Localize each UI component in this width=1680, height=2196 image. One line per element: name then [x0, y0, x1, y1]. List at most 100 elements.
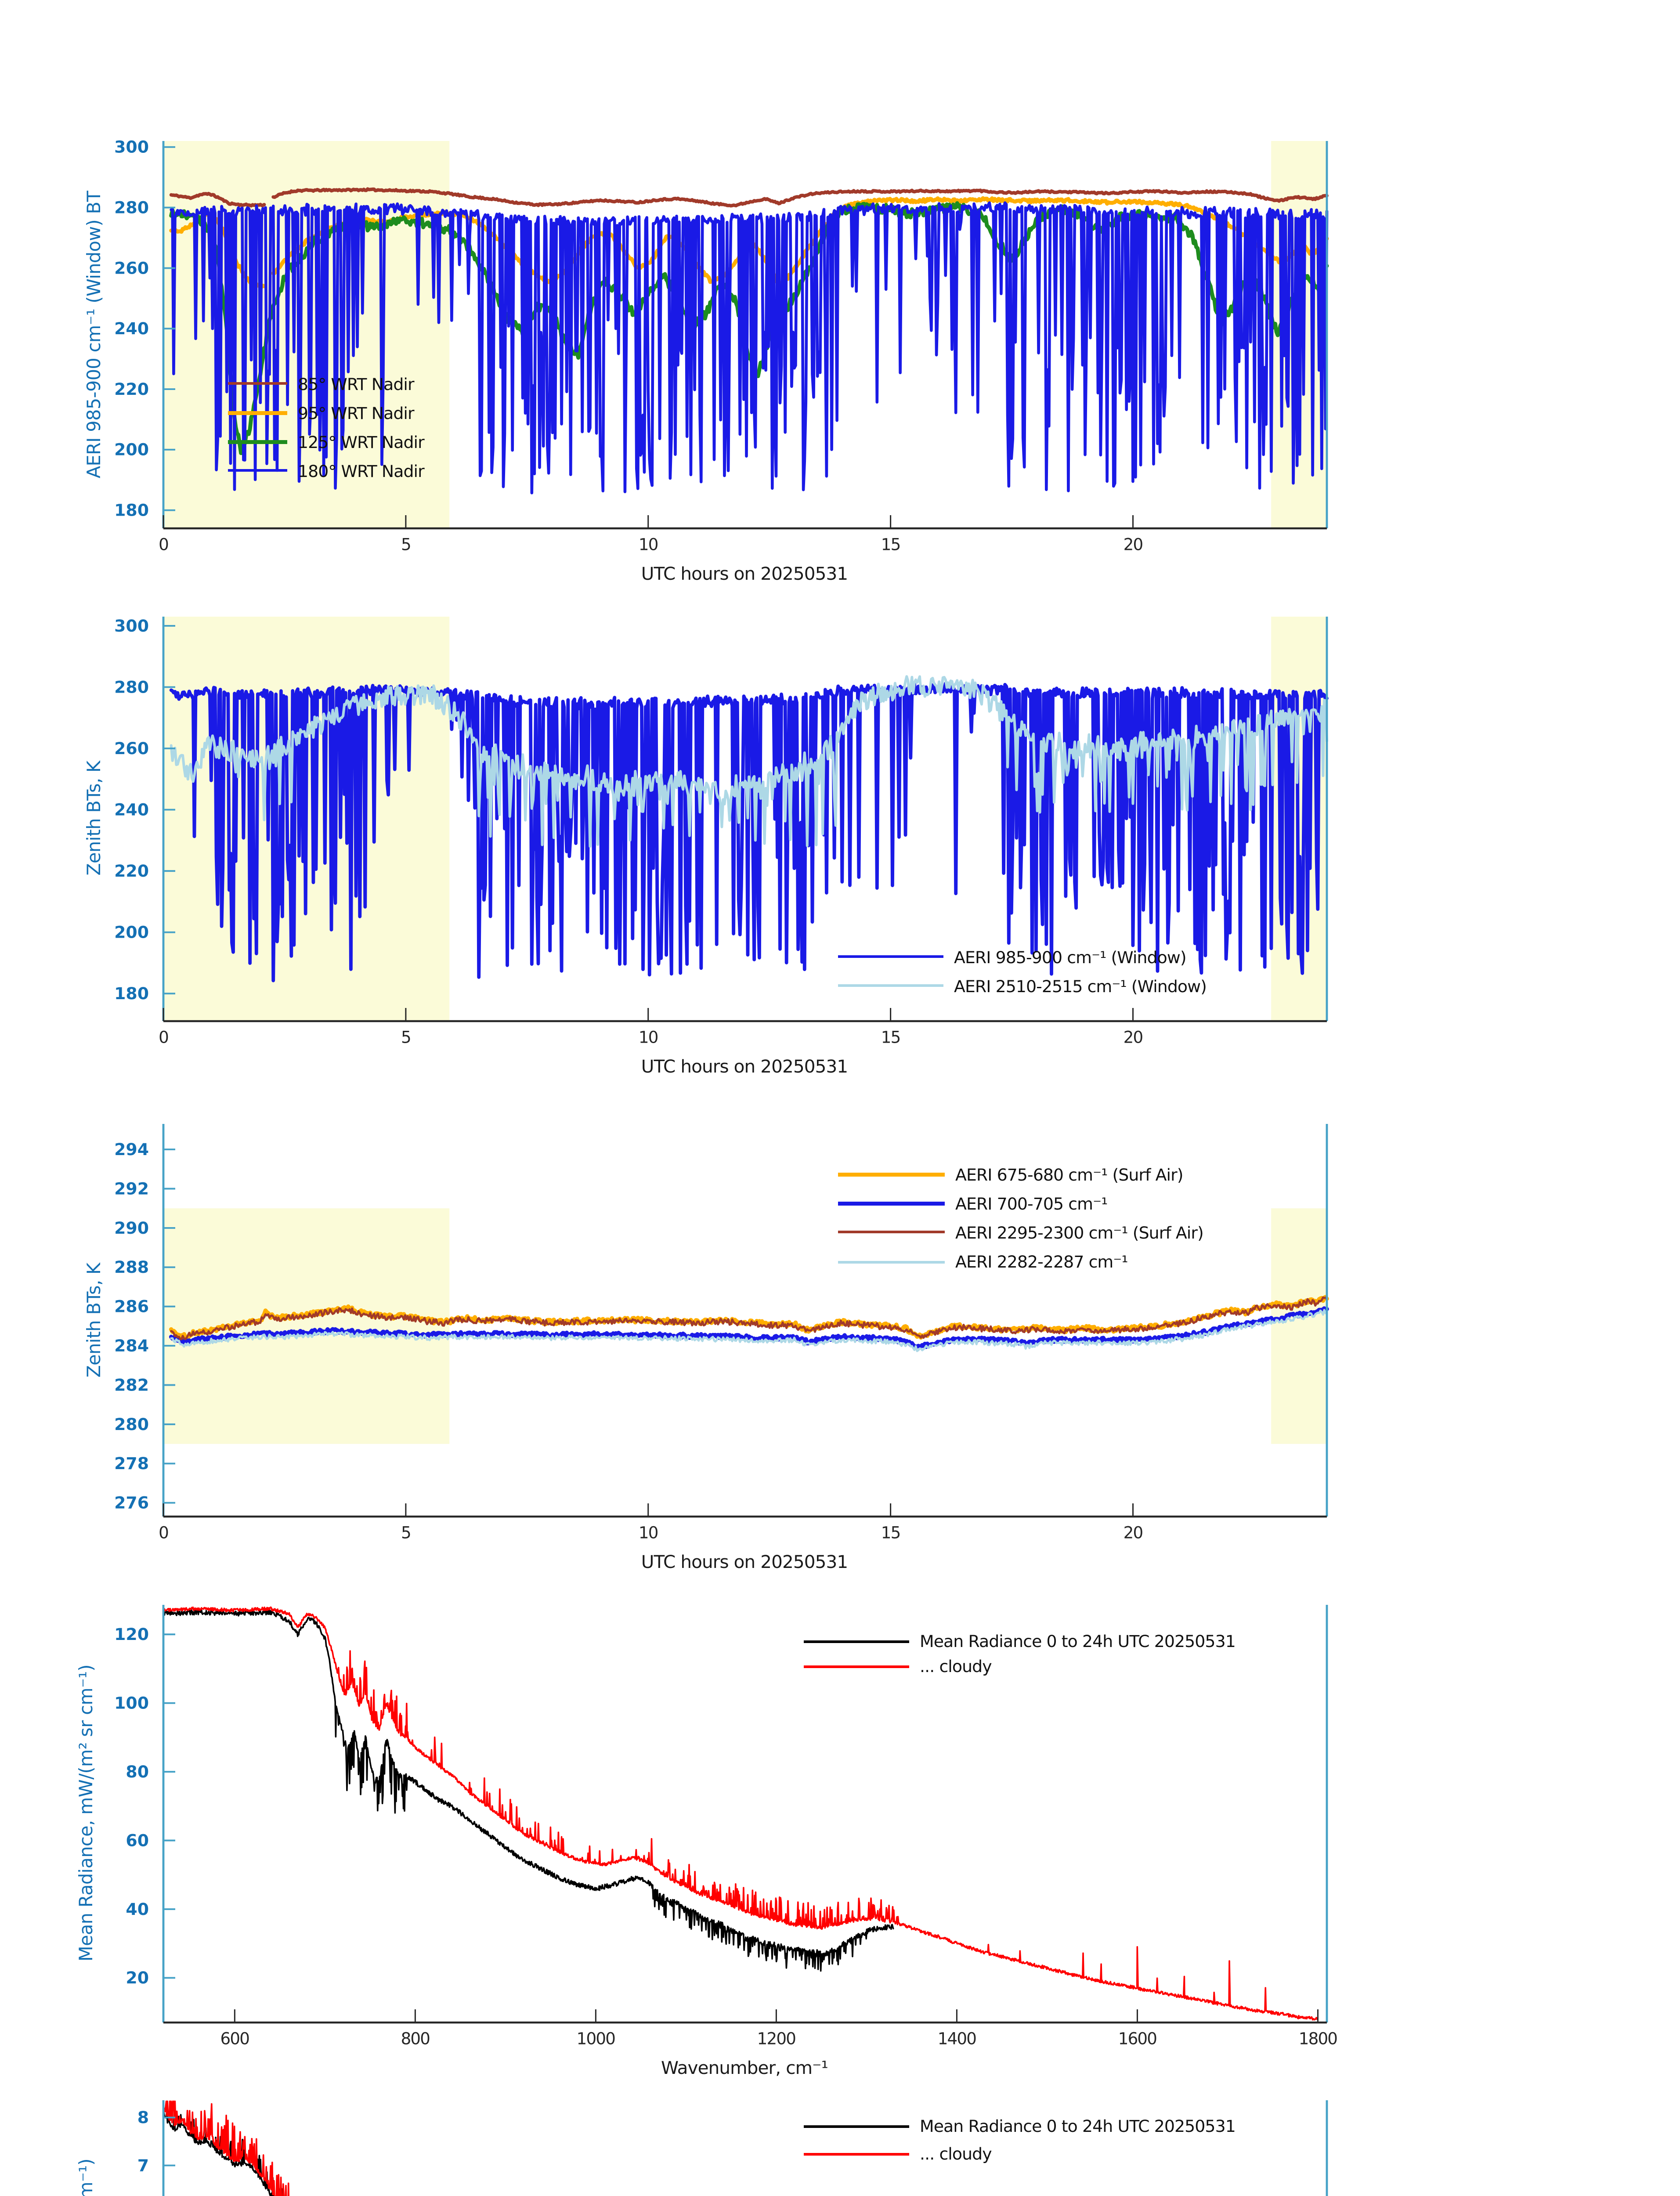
- x-tick-label: 20: [1124, 1028, 1143, 1047]
- legend-swatch-180deg: [228, 469, 287, 472]
- x-tick-label: 5: [401, 1028, 411, 1047]
- legend-item: 180° WRT Nadir: [228, 456, 425, 485]
- x-tick-label: 1800: [1299, 2029, 1337, 2048]
- x-tick-label: 0: [159, 1028, 168, 1047]
- legend-swatch-window-2510: [838, 984, 943, 987]
- legend-label: 95° WRT Nadir: [298, 402, 415, 423]
- legend-panel-2: AERI 985-900 cm⁻¹ (Window) AERI 2510-251…: [838, 942, 1207, 1000]
- legend-item: 95° WRT Nadir: [228, 398, 424, 427]
- x-axis-label-panel-1: UTC hours on 20250531: [641, 564, 848, 585]
- legend-item: AERI 985-900 cm⁻¹ (Window): [838, 942, 1207, 971]
- y-tick-label: 300: [114, 137, 149, 157]
- y-tick-label: 280: [114, 1415, 149, 1434]
- panel-4-axes: 20 40 60 80 100 120 600 800 1000 1200 1400 1600 1800: [114, 1605, 1338, 2048]
- panel-5-axes: 0123456781800200022002400260028003000: [137, 2100, 1328, 2196]
- legend-label: Mean Radiance 0 to 24h UTC 20250531: [920, 2116, 1236, 2136]
- y-tick-label: 260: [114, 258, 149, 278]
- legend-label: AERI 2510-2515 cm⁻¹ (Window): [954, 975, 1207, 996]
- x-tick-label: 1400: [938, 2029, 976, 2048]
- panel-1-window-bt-angles: 180 200 220 240 260 280 300 0 5 10 15 20: [114, 137, 1329, 554]
- series-line-0: [169, 187, 1329, 208]
- y-tick-label: 100: [114, 1694, 149, 1713]
- y-tick-label: 294: [114, 1140, 149, 1159]
- legend-swatch-cloudy: [804, 1665, 909, 1668]
- y-tick-label: 8: [137, 2108, 149, 2127]
- panel-3-zenith-bts-surfair: 276 278 280 282 284 286 288 290 292 294 0 5 10 15 20: [114, 1124, 1329, 1542]
- y-tick-label: 286: [114, 1297, 149, 1316]
- legend-item: 125° WRT Nadir: [228, 427, 425, 456]
- x-tick-label: 10: [639, 1523, 658, 1542]
- legend-swatch-2295: [838, 1231, 945, 1234]
- y-tick-label: 292: [114, 1179, 149, 1198]
- panel-5-mean-radiance-shortwave: 0123456781800200022002400260028003000: [137, 2100, 1328, 2196]
- x-tick-label: 15: [881, 1028, 900, 1047]
- series-line-1: [170, 675, 1328, 848]
- x-tick-label: 5: [401, 1523, 411, 1542]
- x-tick-label: 0: [159, 535, 168, 554]
- x-axis-label-panel-2: UTC hours on 20250531: [641, 1057, 848, 1078]
- y-axis-label-panel-5: Mean Radiance, mW/(m² sr cm⁻¹): [76, 2159, 98, 2196]
- series-line-1: [169, 1306, 1329, 1349]
- legend-swatch-cloudy: [804, 2152, 909, 2155]
- y-tick-label: 284: [114, 1336, 149, 1355]
- x-axis-label-panel-3: UTC hours on 20250531: [641, 1552, 848, 1573]
- legend-item: ... cloudy: [804, 2140, 1236, 2167]
- legend-label: AERI 2282-2287 cm⁻¹: [955, 1252, 1128, 1272]
- series-line-1: [163, 1606, 1319, 2021]
- y-tick-label: 60: [126, 1831, 149, 1850]
- panel-2-zenith-bts-window: 180 200 220 240 260 280 300 0 5 10 15 20: [114, 616, 1329, 1047]
- x-tick-label: 15: [881, 535, 900, 554]
- y-axis-label-panel-3: Zenith BTs, K: [84, 1263, 105, 1378]
- legend-panel-3: AERI 675-680 cm⁻¹ (Surf Air) AERI 700-70…: [838, 1159, 1204, 1276]
- shaded-band: [163, 1208, 450, 1444]
- legend-label: 125° WRT Nadir: [298, 431, 425, 451]
- legend-label: AERI 675-680 cm⁻¹ (Surf Air): [955, 1164, 1184, 1184]
- panel-2-axes: 180 200 220 240 260 280 300 0 5 10 15 20: [114, 616, 1328, 1047]
- legend-swatch-mean-radiance: [804, 2124, 909, 2127]
- y-tick-label: 276: [114, 1493, 149, 1513]
- legend-item: Mean Radiance 0 to 24h UTC 20250531: [804, 2112, 1236, 2140]
- legend-item: AERI 675-680 cm⁻¹ (Surf Air): [838, 1159, 1203, 1189]
- legend-panel-1: 85° WRT Nadir 95° WRT Nadir 125° WRT Nad…: [228, 369, 425, 485]
- legend-label: ... cloudy: [920, 1657, 992, 1677]
- legend-label: 85° WRT Nadir: [298, 373, 415, 394]
- y-tick-label: 220: [114, 379, 149, 399]
- x-tick-label: 0: [159, 1523, 168, 1542]
- x-tick-label: 10: [639, 1028, 658, 1047]
- legend-panel-5: Mean Radiance 0 to 24h UTC 20250531 ... …: [804, 2112, 1236, 2167]
- series-line-3: [170, 1309, 1328, 1352]
- series-line-3: [170, 201, 1329, 495]
- legend-label: AERI 985-900 cm⁻¹ (Window): [954, 946, 1187, 967]
- x-tick-label: 600: [220, 2029, 249, 2048]
- y-axis-label-panel-4: Mean Radiance, mW/(m² sr cm⁻¹): [76, 1665, 98, 1961]
- x-tick-label: 20: [1124, 1523, 1143, 1542]
- series-line-2: [170, 1296, 1328, 1340]
- y-tick-label: 120: [114, 1625, 149, 1644]
- y-tick-label: 180: [114, 984, 149, 1003]
- y-tick-label: 200: [114, 440, 149, 459]
- y-tick-label: 40: [126, 1900, 149, 1919]
- y-axis-label-panel-1: AERI 985-900 cm⁻¹ (Window) BT: [84, 191, 105, 479]
- legend-swatch-675: [838, 1172, 945, 1177]
- y-tick-label: 7: [137, 2156, 149, 2175]
- x-tick-label: 1600: [1118, 2029, 1157, 2048]
- y-tick-label: 200: [114, 923, 149, 942]
- legend-item: Mean Radiance 0 to 24h UTC 20250531: [804, 1629, 1236, 1654]
- legend-item: AERI 2510-2515 cm⁻¹ (Window): [838, 971, 1207, 1000]
- x-tick-label: 1200: [757, 2029, 796, 2048]
- y-tick-label: 282: [114, 1375, 149, 1394]
- panel-4-mean-radiance-longwave: 20 40 60 80 100 120 600 800 1000 1200 1400 1600 1800: [114, 1605, 1338, 2048]
- legend-panel-4: Mean Radiance 0 to 24h UTC 20250531 ... …: [804, 1629, 1236, 1680]
- legend-swatch-95deg: [228, 410, 287, 415]
- shaded-band: [1271, 1208, 1327, 1444]
- x-axis-label-panel-4: Wavenumber, cm⁻¹: [661, 2058, 828, 2079]
- y-tick-label: 180: [114, 501, 149, 520]
- legend-swatch-window-985: [838, 955, 943, 958]
- y-tick-label: 278: [114, 1454, 149, 1473]
- x-tick-label: 1000: [577, 2029, 615, 2048]
- y-axis-label-panel-2: Zenith BTs, K: [84, 761, 105, 876]
- y-tick-label: 20: [126, 1968, 149, 1987]
- legend-label: 180° WRT Nadir: [298, 460, 425, 480]
- legend-label: ... cloudy: [920, 2144, 992, 2163]
